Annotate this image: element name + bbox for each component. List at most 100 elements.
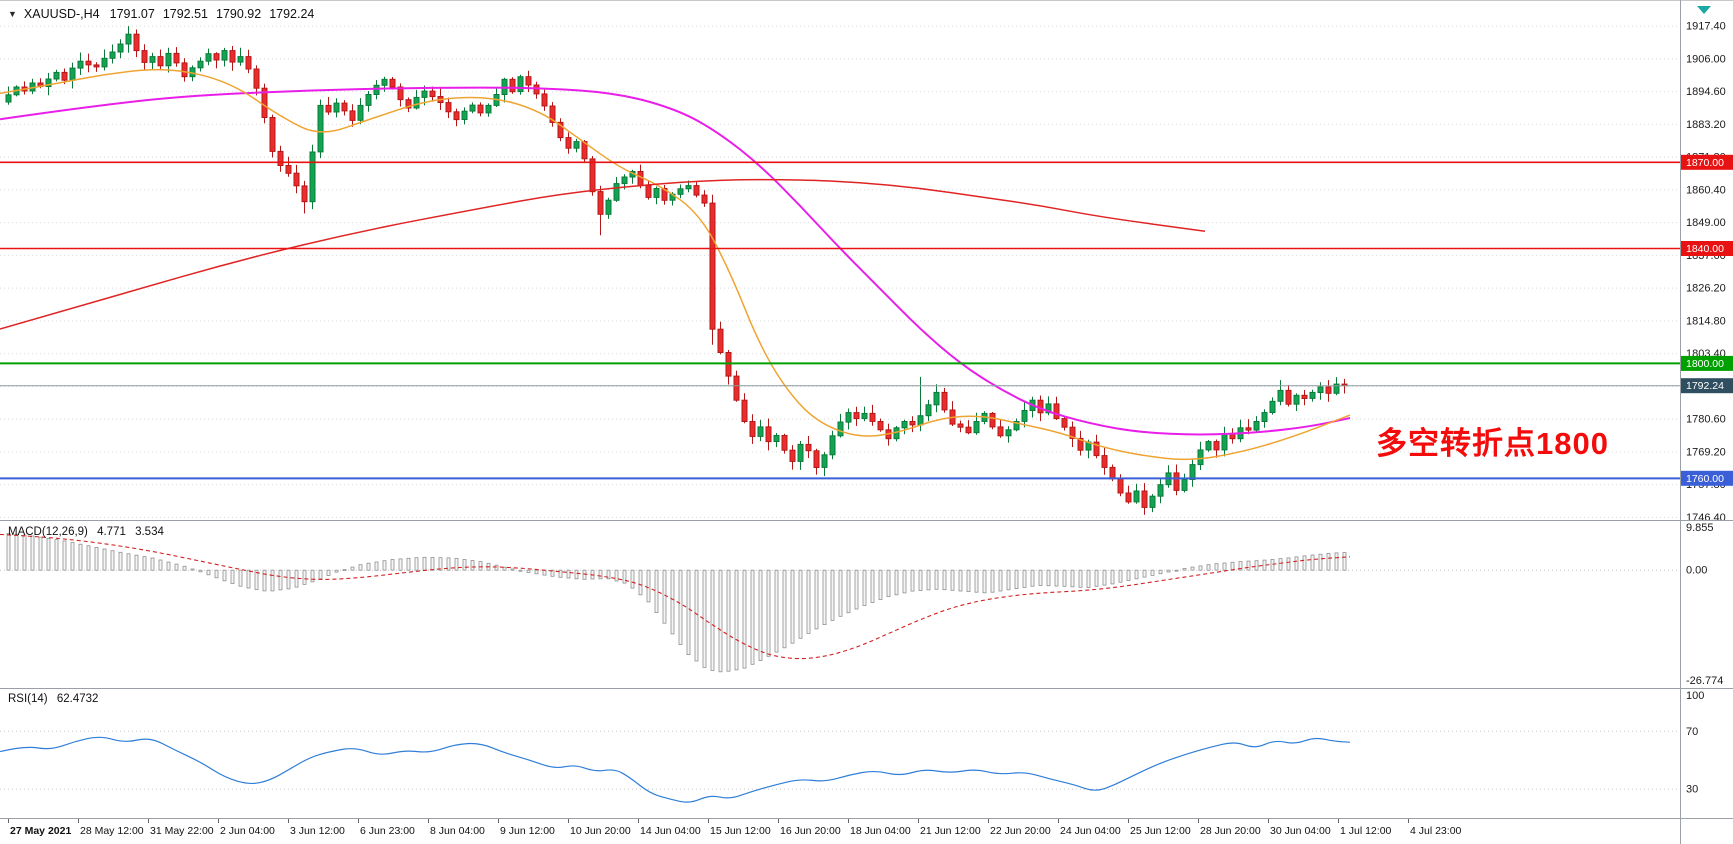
time-axis-label: 1 Jul 12:00 [1340,825,1392,837]
time-axis-label: 15 Jun 12:00 [710,825,771,837]
macd-panel[interactable]: 9.855 0.00 -26.774 [0,520,1733,688]
candlestick-series [5,26,1348,515]
macd-main-value: 4.771 [97,526,126,538]
symbol-timeframe-label: XAUUSD-,H4 [23,7,100,21]
time-tick [78,819,79,823]
svg-text:1840.00: 1840.00 [1686,243,1724,255]
open-value: 1791.07 [109,7,155,21]
time-axis-label: 27 May 2021 [10,825,72,837]
rsi-name: RSI(14) [8,693,48,705]
time-axis-label: 21 Jun 12:00 [920,825,981,837]
time-tick [1058,819,1059,823]
time-tick [778,819,779,823]
time-axis-label: 10 Jun 20:00 [570,825,631,837]
time-axis-label: 31 May 22:00 [150,825,214,837]
time-tick [708,819,709,823]
time-axis-label: 3 Jun 12:00 [290,825,345,837]
time-tick [988,819,989,823]
svg-text:70: 70 [1686,726,1698,738]
rsi-level-lines [0,730,1680,790]
svg-text:1894.60: 1894.60 [1686,86,1726,98]
macd-signal-value: 3.534 [135,526,164,538]
time-tick [1338,819,1339,823]
time-tick [148,819,149,823]
scroll-to-end-icon[interactable] [1697,6,1711,14]
macd-axis[interactable]: 9.855 0.00 -26.774 [1686,522,1723,687]
time-tick [1408,819,1409,823]
svg-text:1860.40: 1860.40 [1686,184,1726,196]
axis-separator [1680,819,1681,844]
price-axis[interactable]: 1917.401906.001894.601883.201871.801860.… [1681,21,1733,520]
svg-text:1780.60: 1780.60 [1686,414,1726,426]
time-axis-label: 24 Jun 04:00 [1060,825,1121,837]
time-tick [1128,819,1129,823]
price-badge-1800.00: 1800.00 [1681,355,1733,371]
time-tick [8,819,9,823]
close-value: 1792.24 [269,7,315,21]
time-tick [498,819,499,823]
annotation-text: 多空转折点1800 [1376,426,1609,461]
high-value: 1792.51 [162,7,209,21]
svg-text:1760.00: 1760.00 [1686,473,1724,485]
low-value: 1790.92 [216,7,262,21]
macd-signal-line [0,533,1351,660]
time-axis-label: 9 Jun 12:00 [500,825,555,837]
chart-header: ▼ XAUUSD-,H4 1791.07 1792.51 1790.92 179… [8,7,322,21]
price-badge-1840.00: 1840.00 [1681,241,1733,256]
price-badge-1760.00: 1760.00 [1681,470,1733,486]
ma-line-magenta [0,86,1351,436]
time-axis-label: 22 Jun 20:00 [990,825,1051,837]
time-tick [218,819,219,823]
svg-text:100: 100 [1686,690,1704,702]
svg-text:1814.80: 1814.80 [1686,315,1726,327]
rsi-panel[interactable]: 100 70 30 [0,688,1733,818]
time-tick [428,819,429,823]
time-axis[interactable]: 27 May 2021 28 May 12:00 31 May 22:00 2 Jun… [0,818,1733,844]
ma-line-red [0,178,1206,330]
main-price-chart[interactable]: 1917.401906.001894.601883.201871.801860.… [0,0,1733,520]
time-axis-label: 6 Jun 23:00 [360,825,415,837]
svg-text:1746.40: 1746.40 [1686,512,1726,520]
time-axis-label: 16 Jun 20:00 [780,825,841,837]
time-axis-label: 4 Jul 23:00 [1410,825,1462,837]
time-axis-label: 28 Jun 20:00 [1200,825,1261,837]
time-tick [638,819,639,823]
svg-text:-26.774: -26.774 [1686,675,1723,687]
time-tick [1198,819,1199,823]
time-axis-label: 30 Jun 04:00 [1270,825,1331,837]
svg-text:1870.00: 1870.00 [1686,157,1724,169]
time-tick [918,819,919,823]
time-axis-label: 28 May 12:00 [80,825,144,837]
time-tick [358,819,359,823]
time-tick [848,819,849,823]
time-axis-label: 2 Jun 04:00 [220,825,275,837]
svg-text:30: 30 [1686,784,1698,796]
svg-text:0.00: 0.00 [1686,565,1707,577]
symbol-dropdown-icon[interactable]: ▼ [8,9,17,19]
time-tick [288,819,289,823]
svg-text:1769.20: 1769.20 [1686,446,1726,458]
macd-histogram [6,533,1347,673]
rsi-line [0,736,1351,803]
svg-text:1917.40: 1917.40 [1686,21,1726,33]
svg-text:1826.20: 1826.20 [1686,283,1726,295]
svg-text:1849.00: 1849.00 [1686,217,1726,229]
svg-text:1792.24: 1792.24 [1686,380,1724,392]
rsi-axis[interactable]: 100 70 30 [1686,690,1704,796]
price-badge-1870.00: 1870.00 [1681,154,1733,170]
svg-text:1800.00: 1800.00 [1686,358,1724,370]
svg-text:1906.00: 1906.00 [1686,53,1726,65]
rsi-indicator-label: RSI(14) 62.4732 [8,693,104,705]
rsi-value: 62.4732 [56,693,99,705]
svg-text:9.855: 9.855 [1686,522,1714,534]
svg-text:1883.20: 1883.20 [1686,119,1726,131]
time-axis-label: 25 Jun 12:00 [1130,825,1191,837]
time-axis-label: 8 Jun 04:00 [430,825,485,837]
horizontal-level-lines[interactable] [0,161,1680,480]
time-axis-label: 18 Jun 04:00 [850,825,911,837]
macd-indicator-label: MACD(12,26,9) 4.771 3.534 [8,526,170,538]
macd-name: MACD(12,26,9) [8,526,88,538]
current-price-badge: 1792.24 [1681,378,1733,394]
time-axis-label: 14 Jun 04:00 [640,825,701,837]
ma-line-orange [0,68,1351,461]
